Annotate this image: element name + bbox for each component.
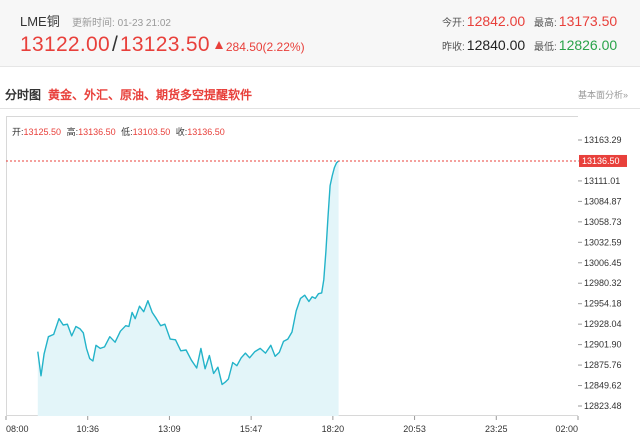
y-tick-label: 12823.48: [584, 401, 622, 411]
bid-price: 13122.00: [20, 33, 110, 56]
arrow-up-icon: [214, 41, 223, 49]
prev-close-value: 12840.00: [466, 37, 526, 53]
y-tick-label: 12875.76: [584, 360, 622, 370]
x-tick-label: 08:00: [6, 424, 29, 434]
high-stat: 最高: 13173.50: [534, 13, 617, 29]
y-tick-label: 13111.01: [584, 176, 620, 186]
price-change: 284.50(2.22%): [225, 40, 305, 54]
ohlc-open-label: 开:: [12, 127, 24, 137]
low-label: 最低:: [534, 42, 557, 53]
prev-close-label: 昨收:: [442, 42, 465, 53]
open-label: 今开:: [442, 18, 465, 29]
y-tick-label: 12980.32: [584, 278, 622, 288]
high-value: 13173.50: [558, 13, 618, 29]
current-price-tag: [579, 154, 627, 167]
fundamental-analysis-link[interactable]: 基本面分析»: [577, 90, 628, 100]
update-time: 更新时间: 01-23 21:02: [72, 14, 171, 29]
timeshare-chart[interactable]: 开:13125.50 高:13136.50 低:13103.50 收:13136…: [0, 110, 640, 439]
ohlc-close-label: 收:: [175, 127, 188, 137]
x-tick-label: 10:36: [76, 424, 99, 434]
ohlc-low-value: 13103.50: [132, 127, 171, 137]
low-stat: 最低: 12826.00: [534, 37, 617, 53]
low-value: 12826.00: [558, 37, 618, 53]
instrument-name: LME铜: [20, 14, 60, 29]
update-time-label: 更新时间:: [72, 18, 115, 29]
y-tick-label: 13058.73: [584, 217, 622, 227]
y-tick-label: 12901.90: [584, 340, 622, 350]
current-price-label: 13136.50: [582, 156, 620, 166]
x-tick-label: 18:20: [322, 424, 345, 434]
y-tick-label: 13006.45: [584, 258, 622, 268]
update-time-value: 01-23 21:02: [117, 18, 171, 29]
y-tick-label: 12849.62: [584, 381, 622, 391]
price-line: [37, 160, 340, 386]
price-row: 13122.00/13123.50 284.50(2.22%): [20, 33, 305, 57]
chart-svg: 13163.29 13111.01 13084.87 13058.73 13032.59…: [5, 135, 627, 434]
x-tick-label: 23:25: [485, 424, 508, 434]
open-value: 12842.00: [466, 13, 526, 29]
quote-header: LME铜 更新时间: 01-23 21:02 13122.00/13123.50…: [0, 0, 640, 67]
open-stat: 今开: 12842.00: [442, 13, 525, 29]
x-tick-label: 02:00: [555, 424, 578, 434]
ohlc-high-value: 13136.50: [78, 127, 116, 137]
y-tick-label: 12954.18: [584, 299, 622, 309]
y-tick-label: 13163.29: [584, 135, 622, 145]
ohlc-low-label: 低:: [121, 127, 133, 137]
ohlc-close-value: 13136.50: [187, 127, 225, 137]
ohlc-open-value: 13125.50: [23, 127, 62, 137]
high-label: 最高:: [534, 18, 557, 29]
ask-price: 13123.50: [119, 33, 210, 56]
tab-divider: [0, 108, 640, 109]
chart-tabbar: 分时图 黄金、外汇、原油、期货多空提醒软件 基本面分析»: [0, 84, 640, 106]
x-tick-label: 15:47: [240, 424, 263, 434]
price-separator: /: [112, 33, 118, 56]
y-tick-label: 12928.04: [584, 319, 622, 329]
x-tick-label: 13:09: [158, 424, 181, 434]
price-area: [37, 161, 339, 416]
y-tick-label: 13032.59: [584, 237, 622, 247]
x-tick-label: 20:53: [403, 424, 426, 434]
y-tick-label: 13084.87: [584, 196, 622, 206]
prev-close-stat: 昨收: 12840.00: [442, 37, 525, 53]
promo-link[interactable]: 黄金、外汇、原油、期货多空提醒软件: [48, 88, 253, 102]
ohlc-bar: 开:13125.50 高:13136.50 低:13103.50 收:13136…: [12, 125, 228, 138]
ohlc-high-label: 高:: [66, 127, 79, 137]
tab-timeshare[interactable]: 分时图: [5, 88, 42, 102]
